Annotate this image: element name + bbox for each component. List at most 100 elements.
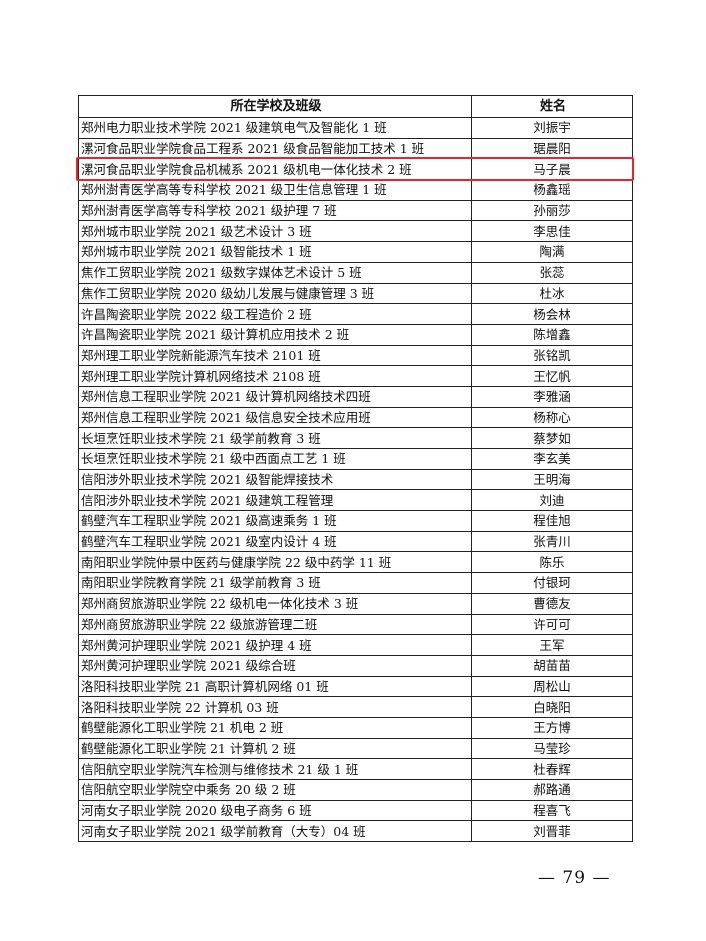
student-name-cell: 白晓阳 bbox=[471, 696, 633, 718]
student-name-cell: 陈增鑫 bbox=[471, 323, 633, 346]
student-name-cell: 蔡梦如 bbox=[471, 427, 633, 449]
student-name-cell: 杨鑫瑶 bbox=[471, 179, 633, 201]
table-row: 长垣烹饪职业技术学院 21 级学前教育 3 班蔡梦如 bbox=[78, 427, 633, 449]
school-class-cell: 信阳涉外职业技术学院 2021 级建筑工程管理 bbox=[78, 489, 472, 512]
table-row: 鹤壁能源化工职业学院 21 机电 2 班王方博 bbox=[78, 716, 633, 739]
table-row: 许昌陶瓷职业学院 2022 级工程造价 2 班杨会林 bbox=[78, 303, 633, 325]
table-header-row: 所在学校及班级 姓名 bbox=[78, 95, 633, 118]
school-class-cell: 郑州澍青医学高等专科学校 2021 级卫生信息管理 1 班 bbox=[78, 179, 472, 201]
table-row: 南阳职业学院仲景中医药与健康学院 22 级中药学 11 班陈乐 bbox=[78, 551, 633, 574]
school-class-cell: 漯河食品职业学院食品工程系 2021 级食品智能加工技术 1 班 bbox=[78, 137, 472, 160]
school-class-cell: 河南女子职业学院 2021 级学前教育（大专）04 班 bbox=[78, 820, 472, 843]
student-name-cell: 孙丽莎 bbox=[471, 199, 633, 222]
school-class-cell: 许昌陶瓷职业学院 2022 级工程造价 2 班 bbox=[78, 303, 472, 325]
table-row: 南阳职业学院教育学院 21 级学前教育 3 班付银珂 bbox=[78, 572, 633, 594]
table-row: 郑州黄河护理职业学院 2021 级综合班 胡苗苗 bbox=[78, 654, 633, 677]
student-name-cell: 许可可 bbox=[471, 613, 633, 636]
student-name-cell: 王明海 bbox=[471, 468, 633, 491]
student-name-cell: 刘迪 bbox=[471, 489, 633, 512]
table-row: 郑州理工职业学院新能源汽车技术 2101 班张铭凯 bbox=[78, 344, 633, 367]
header-school-class: 所在学校及班级 bbox=[78, 95, 472, 118]
table-row: 长垣烹饪职业技术学院 21 级中西面点工艺 1 班李玄美 bbox=[78, 448, 633, 470]
header-name: 姓名 bbox=[471, 95, 633, 118]
school-class-cell: 郑州理工职业学院计算机网络技术 2108 班 bbox=[78, 365, 472, 387]
school-class-cell: 鹤壁能源化工职业学院 21 计算机 2 班 bbox=[78, 737, 472, 760]
school-class-cell: 郑州信息工程职业学院 2021 级信息安全技术应用班 bbox=[78, 406, 472, 429]
school-class-cell: 长垣烹饪职业技术学院 21 级中西面点工艺 1 班 bbox=[78, 448, 472, 470]
student-name-cell: 张蕊 bbox=[471, 261, 633, 284]
page-number: — 79 — bbox=[538, 868, 611, 888]
student-name-cell: 琚晨阳 bbox=[471, 137, 633, 160]
student-name-cell: 王忆帆 bbox=[471, 365, 633, 387]
table-row: 河南女子职业学院 2020 级电子商务 6 班程喜飞 bbox=[78, 799, 633, 822]
school-class-cell: 焦作工贸职业学院 2020 级幼儿发展与健康管理 3 班 bbox=[78, 282, 472, 305]
table-row: 郑州城市职业学院 2021 级艺术设计 3 班李思佳 bbox=[78, 220, 633, 243]
student-name-cell: 杨称心 bbox=[471, 406, 633, 429]
student-name-cell: 杨会林 bbox=[471, 303, 633, 325]
school-class-cell: 信阳涉外职业技术学院 2021 级智能焊接技术 bbox=[78, 468, 472, 491]
school-class-cell: 郑州电力职业技术学院 2021 级建筑电气及智能化 1 班 bbox=[78, 117, 472, 139]
school-class-cell: 郑州商贸旅游职业学院 22 级旅游管理二班 bbox=[78, 613, 472, 636]
student-name-cell: 王方博 bbox=[471, 716, 633, 739]
school-class-cell: 洛阳科技职业学院 22 计算机 03 班 bbox=[78, 696, 472, 718]
table-row: 郑州信息工程职业学院 2021 级信息安全技术应用班 杨称心 bbox=[78, 406, 633, 429]
table-row: 鹤壁能源化工职业学院 21 计算机 2 班马莹珍 bbox=[78, 737, 633, 760]
school-class-cell: 郑州黄河护理职业学院 2021 级综合班 bbox=[78, 654, 472, 677]
table-row: 郑州澍青医学高等专科学校 2021 级卫生信息管理 1 班杨鑫瑶 bbox=[78, 179, 633, 201]
school-class-cell: 南阳职业学院仲景中医药与健康学院 22 级中药学 11 班 bbox=[78, 551, 472, 574]
school-class-cell: 郑州城市职业学院 2021 级智能技术 1 班 bbox=[78, 241, 472, 263]
student-name-cell: 付银珂 bbox=[471, 572, 633, 594]
student-name-cell: 马莹珍 bbox=[471, 737, 633, 760]
student-name-cell: 曹德友 bbox=[471, 592, 633, 615]
table-row: 鹤壁汽车工程职业学院 2021 级室内设计 4 班张青川 bbox=[78, 530, 633, 553]
school-class-cell: 郑州商贸旅游职业学院 22 级机电一体化技术 3 班 bbox=[78, 592, 472, 615]
table-row: 鹤壁汽车工程职业学院 2021 级高速乘务 1 班程佳旭 bbox=[78, 510, 633, 532]
school-class-cell: 郑州城市职业学院 2021 级艺术设计 3 班 bbox=[78, 220, 472, 243]
table-row: 信阳航空职业学院汽车检测与维修技术 21 级 1 班杜春辉 bbox=[78, 758, 633, 780]
student-name-cell: 杜春辉 bbox=[471, 758, 633, 780]
table-row: 信阳涉外职业技术学院 2021 级建筑工程管理 刘迪 bbox=[78, 489, 633, 512]
school-class-cell: 鹤壁汽车工程职业学院 2021 级高速乘务 1 班 bbox=[78, 510, 472, 532]
student-name-cell: 陶满 bbox=[471, 241, 633, 263]
table-row: 洛阳科技职业学院 21 高职计算机网络 01 班周松山 bbox=[78, 675, 633, 698]
school-class-cell: 郑州理工职业学院新能源汽车技术 2101 班 bbox=[78, 344, 472, 367]
student-name-cell: 程佳旭 bbox=[471, 510, 633, 532]
student-name-cell: 王军 bbox=[471, 634, 633, 656]
student-name-cell: 周松山 bbox=[471, 675, 633, 698]
student-name-cell: 张铭凯 bbox=[471, 344, 633, 367]
table-row: 郑州电力职业技术学院 2021 级建筑电气及智能化 1 班刘振宇 bbox=[78, 117, 633, 139]
table-row: 信阳涉外职业技术学院 2021 级智能焊接技术 王明海 bbox=[78, 468, 633, 491]
table-row: 郑州黄河护理职业学院 2021 级护理 4 班王军 bbox=[78, 634, 633, 656]
school-class-cell: 河南女子职业学院 2020 级电子商务 6 班 bbox=[78, 799, 472, 822]
table-row: 郑州理工职业学院计算机网络技术 2108 班王忆帆 bbox=[78, 365, 633, 387]
table-row: 洛阳科技职业学院 22 计算机 03 班白晓阳 bbox=[78, 696, 633, 718]
student-name-cell: 胡苗苗 bbox=[471, 654, 633, 677]
student-name-cell: 陈乐 bbox=[471, 551, 633, 574]
school-class-cell: 漯河食品职业学院食品机械系 2021 级机电一体化技术 2 班 bbox=[78, 158, 472, 181]
school-class-cell: 鹤壁能源化工职业学院 21 机电 2 班 bbox=[78, 716, 472, 739]
student-name-cell: 李思佳 bbox=[471, 220, 633, 243]
student-name-cell: 刘振宇 bbox=[471, 117, 633, 139]
student-name-cell: 张青川 bbox=[471, 530, 633, 553]
school-class-cell: 焦作工贸职业学院 2021 级数字媒体艺术设计 5 班 bbox=[78, 261, 472, 284]
school-class-cell: 信阳航空职业学院空中乘务 20 级 2 班 bbox=[78, 779, 472, 801]
student-name-cell: 刘晋菲 bbox=[471, 820, 633, 843]
school-class-cell: 洛阳科技职业学院 21 高职计算机网络 01 班 bbox=[78, 675, 472, 698]
school-class-cell: 许昌陶瓷职业学院 2021 级计算机应用技术 2 班 bbox=[78, 323, 472, 346]
table-row: 焦作工贸职业学院 2021 级数字媒体艺术设计 5 班张蕊 bbox=[78, 261, 633, 284]
school-class-cell: 郑州澍青医学高等专科学校 2021 级护理 7 班 bbox=[78, 199, 472, 222]
school-class-cell: 郑州信息工程职业学院 2021 级计算机网络技术四班 bbox=[78, 385, 472, 408]
student-table: 所在学校及班级 姓名 郑州电力职业技术学院 2021 级建筑电气及智能化 1 班… bbox=[78, 95, 633, 843]
student-name-cell: 李雅涵 bbox=[471, 385, 633, 408]
student-name-cell: 李玄美 bbox=[471, 448, 633, 470]
student-name-cell: 程喜飞 bbox=[471, 799, 633, 822]
table-row: 许昌陶瓷职业学院 2021 级计算机应用技术 2 班陈增鑫 bbox=[78, 323, 633, 346]
student-name-cell: 杜冰 bbox=[471, 282, 633, 305]
table-row: 河南女子职业学院 2021 级学前教育（大专）04 班刘晋菲 bbox=[78, 820, 633, 843]
school-class-cell: 鹤壁汽车工程职业学院 2021 级室内设计 4 班 bbox=[78, 530, 472, 553]
table-row: 郑州信息工程职业学院 2021 级计算机网络技术四班 李雅涵 bbox=[78, 385, 633, 408]
table-row: 漯河食品职业学院食品工程系 2021 级食品智能加工技术 1 班琚晨阳 bbox=[78, 137, 633, 160]
school-class-cell: 郑州黄河护理职业学院 2021 级护理 4 班 bbox=[78, 634, 472, 656]
table-row: 漯河食品职业学院食品机械系 2021 级机电一体化技术 2 班马子晨 bbox=[78, 158, 633, 181]
table-row: 信阳航空职业学院空中乘务 20 级 2 班郝路通 bbox=[78, 779, 633, 801]
